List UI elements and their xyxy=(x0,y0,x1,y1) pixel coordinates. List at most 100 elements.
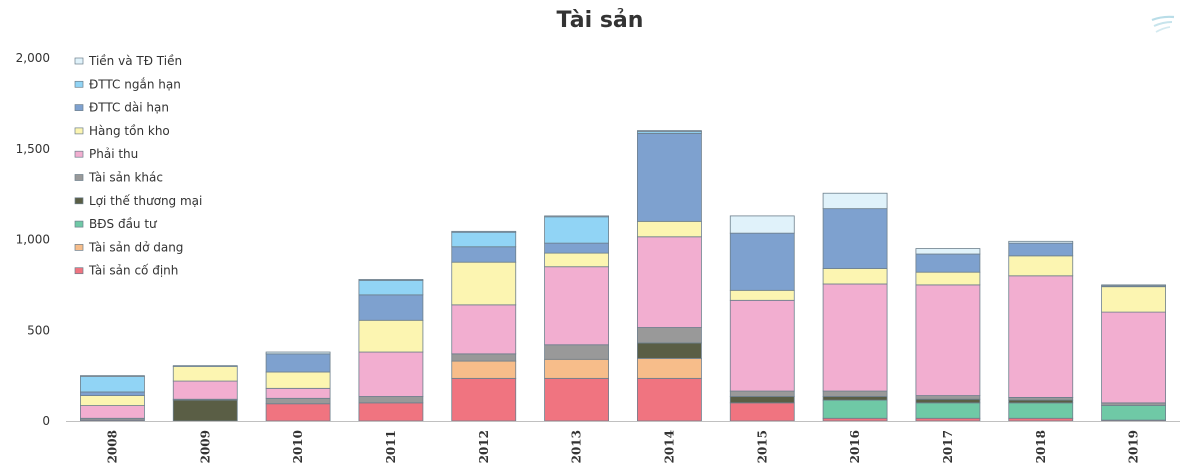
bar-segment[interactable] xyxy=(1008,402,1074,419)
bar-segment[interactable] xyxy=(637,342,702,359)
bar-segment[interactable] xyxy=(729,232,795,291)
x-tick-label: 2017 xyxy=(941,430,955,463)
bar-segment[interactable] xyxy=(80,405,145,419)
bar-segment[interactable] xyxy=(637,357,702,379)
bar-segment[interactable] xyxy=(637,377,702,422)
bar-segment[interactable] xyxy=(358,351,424,397)
legend-item[interactable]: ĐTTC ngắn hạn xyxy=(74,77,181,91)
bar-segment[interactable] xyxy=(80,376,145,393)
bar-segment[interactable] xyxy=(729,215,795,234)
bar-segment[interactable] xyxy=(822,417,888,422)
bar-segment[interactable] xyxy=(451,353,517,362)
bar-segment[interactable] xyxy=(1008,397,1074,401)
x-axis: 2008 2009 2010 2011 2012 2013 2014 2015 2016 2017… xyxy=(66,421,1180,463)
bar-segment[interactable] xyxy=(544,216,609,244)
bar-segment[interactable] xyxy=(915,271,981,286)
legend-item[interactable]: BĐS đầu tư xyxy=(74,217,158,231)
bar-segment[interactable] xyxy=(915,248,981,255)
bar-segment[interactable] xyxy=(1008,255,1074,277)
bar-segment[interactable] xyxy=(358,402,424,422)
bar-segment[interactable] xyxy=(265,403,331,422)
bar-segment[interactable] xyxy=(915,417,981,422)
bar-segment[interactable] xyxy=(1101,311,1166,404)
bar-segment[interactable] xyxy=(451,261,517,306)
bar-segment[interactable] xyxy=(80,375,145,377)
bar-segment[interactable] xyxy=(172,365,238,367)
bar-segment[interactable] xyxy=(358,319,424,353)
bar-segment[interactable] xyxy=(544,344,609,360)
bar-segment[interactable] xyxy=(637,132,702,222)
bar-segment[interactable] xyxy=(729,396,795,404)
legend-item[interactable]: Tài sản cố định xyxy=(74,264,178,278)
bar-segment[interactable] xyxy=(265,397,331,405)
bar-segment[interactable] xyxy=(822,390,888,397)
bar-segment[interactable] xyxy=(544,242,609,254)
bar-segment[interactable] xyxy=(729,299,795,392)
bar-segment[interactable] xyxy=(80,391,145,396)
bar-segment[interactable] xyxy=(822,268,888,285)
bar-segment[interactable] xyxy=(265,351,331,355)
bar-segment[interactable] xyxy=(637,220,702,238)
bar-segment[interactable] xyxy=(1101,402,1166,406)
legend-item[interactable]: ĐTTC dài hạn xyxy=(74,101,169,115)
bar-segment[interactable] xyxy=(451,377,517,422)
legend-item[interactable]: Lợi thế thương mại xyxy=(74,194,202,208)
bar-segment[interactable] xyxy=(1008,275,1074,398)
legend-item[interactable]: Tiền và TĐ Tiền xyxy=(74,54,182,68)
bar-segment[interactable] xyxy=(915,398,981,404)
bar-segment[interactable] xyxy=(80,395,145,406)
bar-segment[interactable] xyxy=(544,358,609,379)
bar-segment[interactable] xyxy=(544,266,609,346)
bar-segment[interactable] xyxy=(265,371,331,389)
bar-segment[interactable] xyxy=(822,192,888,210)
x-tick-label: 2012 xyxy=(477,430,491,463)
bar-segment[interactable] xyxy=(1008,240,1074,244)
bar-segment[interactable] xyxy=(358,279,424,296)
bar-segment[interactable] xyxy=(729,402,795,422)
bar-segment[interactable] xyxy=(822,399,888,419)
bar-segment[interactable] xyxy=(822,208,888,269)
bar-segment[interactable] xyxy=(1101,284,1166,287)
bar-segment[interactable] xyxy=(358,396,424,404)
bar-segment[interactable] xyxy=(172,366,238,382)
y-tick-label: 1,000 xyxy=(16,233,50,247)
bar-segment[interactable] xyxy=(1101,286,1166,313)
bar-segment[interactable] xyxy=(451,231,517,248)
legend-item[interactable]: Tài sản khác xyxy=(74,171,163,185)
bar-segment[interactable] xyxy=(915,284,981,396)
bar-segment[interactable] xyxy=(915,402,981,419)
bar-segment[interactable] xyxy=(451,360,517,379)
bar-segment[interactable] xyxy=(915,395,981,400)
bar-segment[interactable] xyxy=(451,230,517,233)
bar-segment[interactable] xyxy=(729,390,795,397)
bar-segment[interactable] xyxy=(358,279,424,281)
bar-segment[interactable] xyxy=(544,252,609,268)
bar-segment[interactable] xyxy=(1008,242,1074,257)
bar-segment[interactable] xyxy=(729,289,795,301)
legend-swatch xyxy=(74,174,84,181)
bar-segment[interactable] xyxy=(915,253,981,273)
bar-segment[interactable] xyxy=(1101,405,1166,421)
bar-segment[interactable] xyxy=(1008,399,1074,404)
legend-item[interactable]: Hàng tồn kho xyxy=(74,124,170,138)
bar-segment[interactable] xyxy=(265,387,331,399)
bar-segment[interactable] xyxy=(172,380,238,400)
legend-item[interactable]: Tài sản dở dang xyxy=(74,240,183,254)
bar-segment[interactable] xyxy=(822,396,888,401)
bar-segment[interactable] xyxy=(358,294,424,321)
bar-segment[interactable] xyxy=(1008,417,1074,422)
bar-segment[interactable] xyxy=(451,246,517,263)
bar-segment[interactable] xyxy=(637,130,702,132)
bar-segment[interactable] xyxy=(822,283,888,392)
bar-segment[interactable] xyxy=(451,304,517,355)
bar-segment[interactable] xyxy=(637,327,702,344)
bar-segment[interactable] xyxy=(172,399,238,422)
bar-segment[interactable] xyxy=(544,377,609,422)
bar-segment[interactable] xyxy=(265,353,331,373)
bar-segment[interactable] xyxy=(544,215,609,218)
legend[interactable]: Tiền và TĐ Tiền ĐTTC ngắn hạn ĐTTC dài hạn… xyxy=(74,54,202,278)
bar-segment[interactable] xyxy=(637,236,702,328)
legend-item[interactable]: Phải thu xyxy=(74,147,138,161)
legend-label: Tài sản cố định xyxy=(88,264,178,278)
